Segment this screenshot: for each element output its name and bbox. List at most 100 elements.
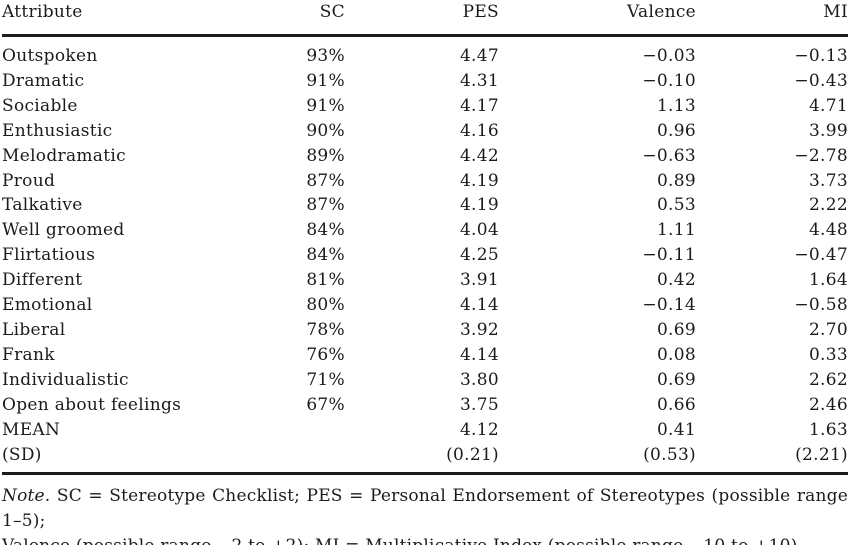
- pes-cell: 3.92: [459, 319, 499, 340]
- pes-cell: 4.14: [459, 344, 499, 365]
- attribute-cell: Talkative: [2, 195, 83, 216]
- sc-cell: 84%: [306, 245, 345, 266]
- mi-cell: 4.48: [808, 220, 848, 241]
- mi-cell: −0.47: [794, 245, 848, 266]
- table-row: Dramatic 91% 4.31 −0.10 −0.43: [2, 69, 848, 94]
- valence-cell: −0.10: [642, 70, 696, 91]
- mi-cell: −2.78: [794, 145, 848, 166]
- mi-cell: 1.63: [808, 419, 848, 440]
- pes-cell: 3.75: [459, 394, 499, 415]
- valence-cell: 0.69: [656, 319, 696, 340]
- attribute-cell: Sociable: [2, 95, 78, 116]
- pes-cell: 4.12: [459, 419, 499, 440]
- mi-cell: −0.58: [794, 295, 848, 316]
- pes-cell: 4.47: [459, 46, 499, 66]
- pes-cell: 4.25: [459, 245, 499, 266]
- column-header-attribute: Attribute: [2, 2, 247, 37]
- mi-cell: 0.33: [808, 344, 848, 365]
- sc-cell: 71%: [306, 369, 345, 390]
- table-row: Flirtatious 84% 4.25 −0.11 −0.47: [2, 243, 848, 268]
- valence-cell: 0.89: [656, 170, 696, 191]
- mi-cell: 1.64: [808, 270, 848, 291]
- valence-cell: −0.03: [642, 46, 696, 66]
- pes-cell: 4.14: [459, 295, 499, 316]
- valence-cell: −0.14: [642, 295, 696, 316]
- table-row: Frank 76% 4.14 0.08 0.33: [2, 343, 848, 368]
- table-body: Outspoken 93% 4.47 −0.03 −0.13 Dramatic …: [2, 36, 848, 476]
- table-row: Enthusiastic 90% 4.16 0.96 3.99: [2, 119, 848, 144]
- table-row: Individualistic 71% 3.80 0.69 2.62: [2, 368, 848, 393]
- table-row: Sociable 91% 4.17 1.13 4.71: [2, 94, 848, 119]
- attribute-cell: MEAN: [2, 419, 61, 440]
- note-text-line-1: SC = Stereotype Checklist; PES = Persona…: [2, 486, 848, 532]
- sc-cell: [247, 418, 345, 443]
- valence-cell: 0.96: [656, 120, 696, 141]
- attribute-cell: Flirtatious: [2, 245, 96, 266]
- pes-cell: 4.04: [459, 220, 499, 241]
- attribute-cell: Melodramatic: [2, 145, 126, 166]
- table-row: Talkative 87% 4.19 0.53 2.22: [2, 193, 848, 218]
- table-row: (SD) (0.21) (0.53) (2.21): [2, 442, 848, 476]
- valence-cell: 0.66: [656, 394, 696, 415]
- sc-cell: 90%: [306, 120, 345, 141]
- column-header-pes: PES: [345, 2, 499, 37]
- table-note: Note. SC = Stereotype Checklist; PES = P…: [2, 484, 848, 545]
- valence-cell: −0.11: [642, 245, 696, 266]
- mi-cell: −0.13: [794, 46, 848, 66]
- pes-cell: 4.19: [459, 195, 499, 216]
- mi-cell: 2.70: [808, 319, 848, 340]
- sc-cell: 84%: [306, 220, 345, 241]
- table-row: Outspoken 93% 4.47 −0.03 −0.13: [2, 36, 848, 69]
- valence-cell: 0.69: [656, 369, 696, 390]
- table-header-row: Attribute SC PES Valence MI: [2, 2, 848, 37]
- table-header: Attribute SC PES Valence MI: [2, 2, 848, 37]
- pes-cell: (0.21): [345, 442, 499, 476]
- valence-cell: 1.11: [656, 220, 696, 241]
- valence-cell: 0.41: [656, 419, 696, 440]
- sc-cell: 87%: [306, 195, 345, 216]
- note-label: Note.: [2, 486, 51, 507]
- column-header-sc: SC: [247, 2, 345, 37]
- mi-cell: 2.22: [808, 195, 848, 216]
- table-row: Different 81% 3.91 0.42 1.64: [2, 268, 848, 293]
- mi-cell: 3.73: [808, 170, 848, 191]
- attribute-cell: Outspoken: [2, 46, 98, 66]
- sc-cell: 91%: [306, 95, 345, 116]
- sc-cell: 89%: [306, 145, 345, 166]
- attribute-cell: Emotional: [2, 295, 93, 316]
- attribute-cell: Well groomed: [2, 220, 125, 241]
- mi-cell: 2.46: [808, 394, 848, 415]
- mi-cell: (2.21): [696, 442, 848, 476]
- mi-cell: 4.71: [808, 95, 848, 116]
- sc-cell: 78%: [306, 319, 345, 340]
- attribute-cell: Proud: [2, 170, 56, 191]
- valence-cell: −0.63: [642, 145, 696, 166]
- mi-cell: 2.62: [808, 369, 848, 390]
- pes-cell: 4.42: [459, 145, 499, 166]
- pes-cell: 4.17: [459, 95, 499, 116]
- table-row: Proud 87% 4.19 0.89 3.73: [2, 169, 848, 194]
- column-header-valence: Valence: [499, 2, 696, 37]
- pes-cell: 4.16: [459, 120, 499, 141]
- pes-cell: 4.19: [459, 170, 499, 191]
- sc-cell: [247, 442, 345, 476]
- table-row: Open about feelings 67% 3.75 0.66 2.46: [2, 393, 848, 418]
- column-header-mi: MI: [696, 2, 848, 37]
- mi-cell: 3.99: [808, 120, 848, 141]
- valence-cell: 0.53: [656, 195, 696, 216]
- pes-cell: 3.91: [459, 270, 499, 291]
- table-row: Melodramatic 89% 4.42 −0.63 −2.78: [2, 144, 848, 169]
- sc-cell: 76%: [306, 344, 345, 365]
- sc-cell: 81%: [306, 270, 345, 291]
- valence-cell: 0.42: [656, 270, 696, 291]
- note-line-2: Valence (possible range −2 to +2); MI = …: [2, 534, 848, 545]
- table-row: Well groomed 84% 4.04 1.11 4.48: [2, 218, 848, 243]
- table-row: Liberal 78% 3.92 0.69 2.70: [2, 318, 848, 343]
- valence-cell: 1.13: [656, 95, 696, 116]
- sc-cell: 91%: [306, 70, 345, 91]
- pes-cell: 3.80: [459, 369, 499, 390]
- table-row: Emotional 80% 4.14 −0.14 −0.58: [2, 293, 848, 318]
- valence-cell: 0.08: [656, 344, 696, 365]
- mi-cell: −0.43: [794, 70, 848, 91]
